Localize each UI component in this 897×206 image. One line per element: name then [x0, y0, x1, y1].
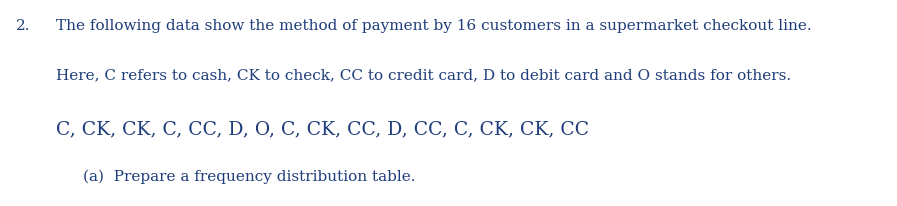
- Text: 2.: 2.: [16, 19, 30, 33]
- Text: Here, C refers to cash, CK to check, CC to credit card, D to debit card and O st: Here, C refers to cash, CK to check, CC …: [56, 68, 791, 82]
- Text: C, CK, CK, C, CC, D, O, C, CK, CC, D, CC, C, CK, CK, CC: C, CK, CK, C, CC, D, O, C, CK, CC, D, CC…: [56, 119, 588, 137]
- Text: The following data show the method of payment by 16 customers in a supermarket c: The following data show the method of pa…: [56, 19, 811, 33]
- Text: (a)  Prepare a frequency distribution table.: (a) Prepare a frequency distribution tab…: [83, 169, 415, 183]
